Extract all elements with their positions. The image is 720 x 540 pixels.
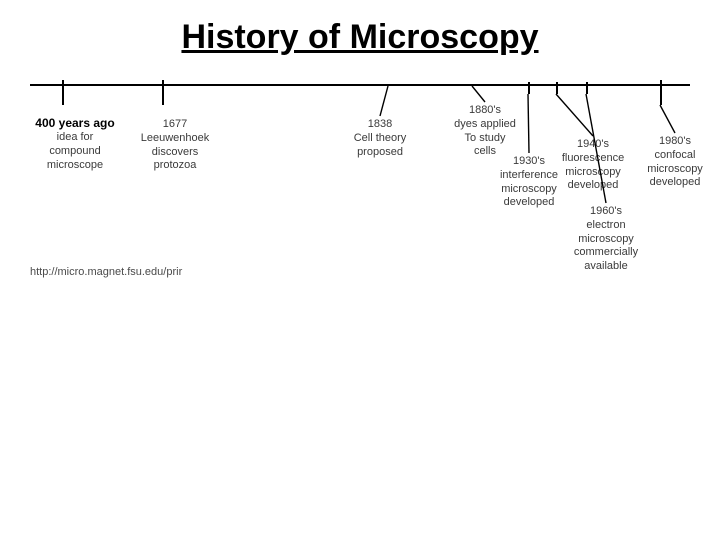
timeline-axis: [30, 84, 690, 86]
event-label: 1880'sdyes applied To study cells: [445, 104, 525, 159]
connector-line: [380, 86, 388, 116]
event-label: 400 years agoidea for compound microscop…: [30, 116, 120, 172]
source-url: http://micro.magnet.fsu.edu/prir: [30, 266, 182, 278]
event-desc: confocal microscopy developed: [630, 149, 720, 190]
tick: [660, 80, 662, 105]
tick: [528, 82, 530, 94]
event-label: 1677Leeuwenhoek discovers protozoa: [130, 118, 220, 173]
event-label: 1838Cell theory proposed: [340, 118, 420, 159]
tick: [162, 80, 164, 105]
event-title: 400 years ago: [30, 116, 120, 131]
page-title: History of Microscopy: [0, 18, 720, 57]
event-desc: Leeuwenhoek discovers protozoa: [130, 132, 220, 173]
connector-line: [660, 105, 675, 133]
event-label: 1960'selectron microscopy commercially a…: [556, 205, 656, 274]
event-label: 1980'sconfocal microscopy developed: [630, 135, 720, 190]
event-desc: fluorescence microscopy developed: [548, 152, 638, 193]
event-title: 1940's: [548, 138, 638, 152]
event-desc: electron microscopy commercially availab…: [556, 219, 656, 274]
event-desc: dyes applied To study cells: [445, 118, 525, 159]
event-label: 1940'sfluorescence microscopy developed: [548, 138, 638, 193]
connector-line: [556, 94, 593, 136]
connector-line: [528, 94, 529, 153]
connector-line: [472, 86, 485, 102]
tick: [586, 82, 588, 94]
event-title: 1838: [340, 118, 420, 132]
tick: [62, 80, 64, 105]
event-title: 1960's: [556, 205, 656, 219]
tick: [556, 82, 558, 94]
event-title: 1677: [130, 118, 220, 132]
event-desc: idea for compound microscope: [30, 131, 120, 172]
event-title: 1980's: [630, 135, 720, 149]
event-desc: Cell theory proposed: [340, 132, 420, 160]
event-title: 1880's: [445, 104, 525, 118]
